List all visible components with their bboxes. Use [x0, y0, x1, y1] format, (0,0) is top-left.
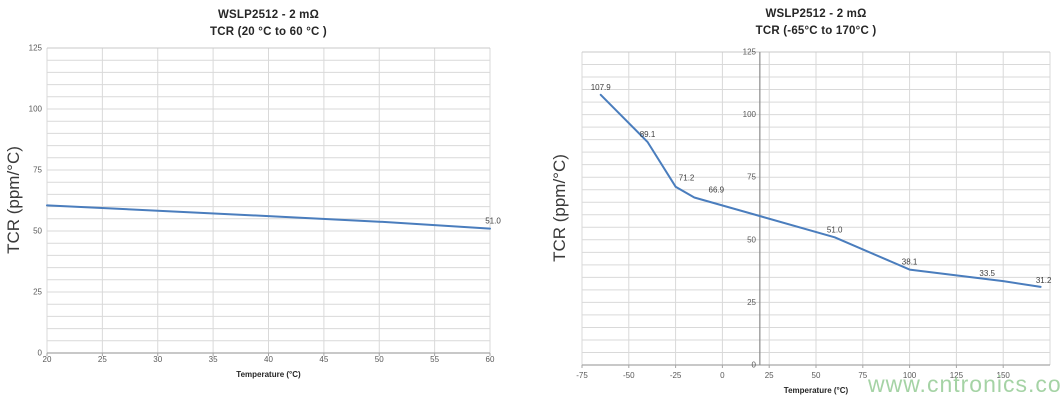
chart2-subtitle: TCR (-65°C to 170°C ): [755, 25, 877, 37]
x-tick-label: 50: [375, 355, 384, 364]
y-tick-label: 75: [33, 166, 42, 175]
y-tick-label: 50: [33, 227, 42, 236]
x-tick-label: 55: [430, 355, 439, 364]
chart1-title: WSLP2512 - 2 mΩ: [217, 9, 320, 21]
y-tick-label: 0: [752, 361, 757, 370]
x-tick-label: 25: [98, 355, 107, 364]
x-tick-label: -50: [623, 371, 635, 380]
x-tick-label: 50: [812, 371, 821, 380]
y-tick-label: 50: [747, 235, 756, 244]
x-tick-label: 125: [950, 371, 964, 380]
data-label: 33.5: [979, 269, 995, 278]
x-tick-label: 20: [43, 355, 52, 364]
data-label: 51.0: [827, 225, 843, 234]
y-tick-label: 25: [33, 288, 42, 297]
data-label: 107.9: [591, 83, 612, 92]
y-tick-label: 125: [743, 48, 757, 57]
y-tick-label: 0: [38, 349, 43, 358]
chart2-title: WSLP2512 - 2 mΩ: [765, 8, 867, 20]
x-tick-label: 35: [209, 355, 218, 364]
data-label: 38.1: [902, 258, 918, 267]
y-tick-label: 100: [29, 105, 43, 114]
chart1-subtitle: TCR (20 °C to 60 °C ): [210, 26, 327, 38]
x-tick-label: 25: [765, 371, 774, 380]
data-label: 71.2: [679, 174, 695, 183]
y-tick-label: 75: [747, 173, 756, 182]
x-tick-label: 45: [319, 355, 328, 364]
x-tick-label: -75: [576, 371, 588, 380]
data-label: 89.1: [640, 130, 656, 139]
y-tick-label: 125: [29, 44, 43, 53]
chart1-x-axis-title: Temperature (°C): [236, 370, 301, 379]
x-tick-label: 100: [903, 371, 917, 380]
chart2-x-axis-title: Temperature (°C): [783, 386, 849, 395]
x-tick-label: 30: [153, 355, 162, 364]
y-tick-label: 25: [747, 298, 756, 307]
x-tick-label: -25: [670, 371, 682, 380]
x-tick-label: 60: [486, 355, 495, 364]
data-label: 51.0: [485, 217, 501, 226]
data-label: 66.9: [709, 185, 725, 194]
tcr-line: [599, 93, 1042, 288]
x-tick-label: 0: [720, 371, 725, 380]
tcr-line: [46, 204, 491, 230]
data-label: 31.2: [1036, 276, 1052, 285]
x-tick-label: 75: [858, 371, 867, 380]
y-tick-label: 100: [743, 110, 757, 119]
x-tick-label: 40: [264, 355, 273, 364]
watermark: www.cntronics.com: [868, 371, 1063, 397]
x-tick-label: 150: [997, 371, 1011, 380]
